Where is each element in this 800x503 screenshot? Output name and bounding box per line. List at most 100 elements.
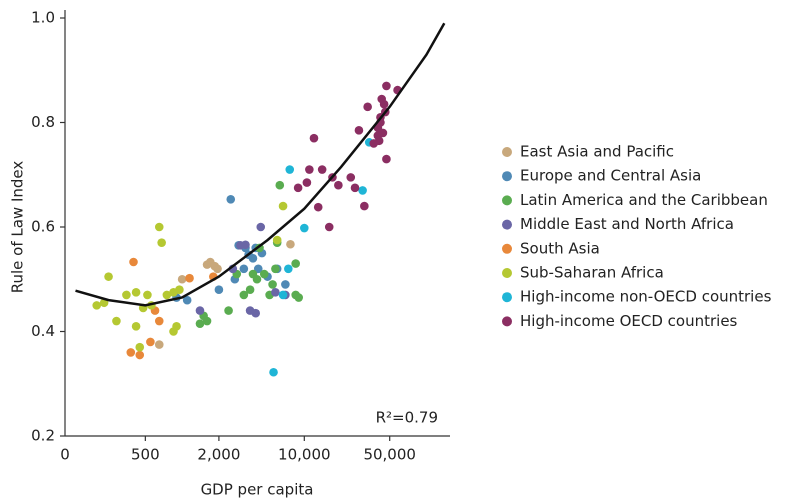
point xyxy=(313,202,323,212)
point xyxy=(294,293,304,302)
legend-label: South Asia xyxy=(520,239,600,257)
point xyxy=(275,180,285,190)
point xyxy=(154,340,164,349)
legend-label: Middle East and North Africa xyxy=(520,215,734,233)
point xyxy=(248,269,258,279)
point xyxy=(122,290,131,300)
point xyxy=(379,99,389,109)
point xyxy=(271,288,280,297)
point xyxy=(378,128,388,138)
point xyxy=(382,81,391,91)
point xyxy=(135,350,145,360)
point xyxy=(182,295,192,305)
point xyxy=(245,306,255,315)
point xyxy=(346,173,356,182)
legend-swatch xyxy=(502,243,512,254)
point xyxy=(236,240,245,250)
point xyxy=(285,165,295,174)
point xyxy=(309,133,319,143)
point xyxy=(360,201,369,211)
y-tick-label: 0.8 xyxy=(31,113,55,131)
legend-label: Europe and Central Asia xyxy=(520,167,701,185)
point xyxy=(302,178,312,187)
point xyxy=(226,195,236,204)
point xyxy=(248,254,258,263)
point xyxy=(324,222,334,232)
legend-label: East Asia and Pacific xyxy=(520,143,674,161)
point xyxy=(157,238,166,247)
x-tick-label: 50,000 xyxy=(363,446,416,464)
point xyxy=(293,183,303,193)
x-tick-label: 10,000 xyxy=(278,446,331,464)
point xyxy=(154,222,164,232)
point xyxy=(281,280,290,289)
legend-swatch xyxy=(502,292,512,303)
point xyxy=(350,183,360,193)
point xyxy=(195,319,205,328)
point xyxy=(256,222,266,232)
point xyxy=(278,201,288,211)
point xyxy=(169,288,178,297)
point xyxy=(268,280,277,289)
y-tick-label: 0.4 xyxy=(31,322,55,340)
point xyxy=(382,154,391,164)
point xyxy=(369,139,379,148)
legend-swatch xyxy=(502,147,512,157)
point xyxy=(143,290,152,300)
point xyxy=(269,367,278,377)
legend-label: High-income non-OECD countries xyxy=(520,288,772,306)
point xyxy=(317,165,327,174)
point xyxy=(291,259,300,268)
point xyxy=(92,301,102,310)
point xyxy=(286,239,295,249)
point xyxy=(224,306,233,315)
point xyxy=(214,285,224,295)
legend-label: High-income OECD countries xyxy=(520,312,738,330)
point xyxy=(154,316,164,326)
point xyxy=(253,264,263,274)
point xyxy=(185,273,194,283)
legend-swatch xyxy=(502,316,512,327)
y-tick-label: 0.6 xyxy=(31,218,55,236)
r-squared: R²=0.79 xyxy=(376,409,438,427)
point xyxy=(112,316,121,326)
point xyxy=(195,306,205,315)
y-axis-label: Rule of Law Index xyxy=(9,161,27,294)
point xyxy=(305,165,314,174)
point xyxy=(104,272,113,281)
legend-swatch xyxy=(502,268,512,278)
x-tick-label: 500 xyxy=(131,446,160,464)
legend-label: Latin America and the Caribbean xyxy=(520,191,768,209)
x-axis-label: GDP per capita xyxy=(201,481,314,499)
point xyxy=(162,290,172,300)
legend-swatch xyxy=(502,171,512,182)
point xyxy=(272,235,282,245)
point xyxy=(363,102,372,112)
point xyxy=(131,288,141,297)
point xyxy=(135,342,145,352)
point xyxy=(129,257,138,267)
point xyxy=(300,223,309,233)
point xyxy=(245,285,255,295)
point xyxy=(358,186,367,195)
point xyxy=(177,274,187,284)
legend-swatch xyxy=(502,195,512,206)
y-tick-label: 1.0 xyxy=(31,9,55,27)
point xyxy=(146,337,155,347)
fit-curve xyxy=(75,22,446,307)
legend-label: Sub-Saharan Africa xyxy=(520,264,664,282)
point xyxy=(131,321,141,331)
point xyxy=(213,264,222,274)
point xyxy=(284,264,293,274)
y-tick-label: 0.2 xyxy=(31,427,55,445)
point xyxy=(259,269,269,279)
point xyxy=(271,264,280,274)
point xyxy=(126,348,136,357)
legend-swatch xyxy=(502,219,512,230)
point xyxy=(172,321,181,331)
x-tick-label: 2,000 xyxy=(197,446,240,464)
x-origin-label: 0 xyxy=(60,446,70,464)
point xyxy=(239,264,249,274)
point xyxy=(354,126,364,135)
